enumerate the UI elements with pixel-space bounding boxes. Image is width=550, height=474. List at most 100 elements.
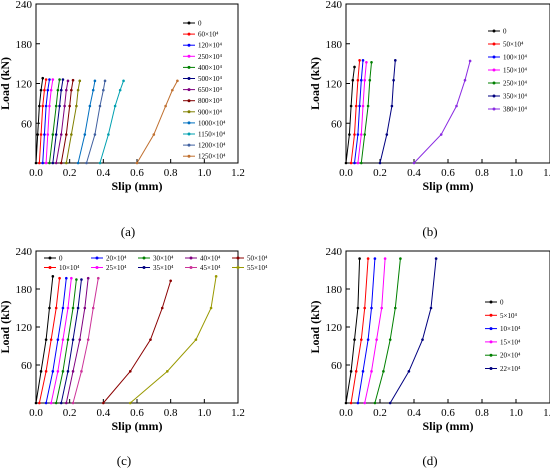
data-point bbox=[160, 306, 164, 310]
data-point bbox=[128, 370, 132, 373]
data-point bbox=[434, 257, 438, 260]
data-point bbox=[91, 306, 95, 310]
data-point bbox=[356, 78, 360, 82]
panel-label: (b) bbox=[422, 224, 437, 239]
data-point bbox=[83, 133, 87, 136]
chart-panel-b: 0.0 0.2 0.4 0.6 0.8 1.0 1.2 60 120 180 240 Slip (mm… bbox=[308, 0, 550, 239]
data-point bbox=[93, 133, 97, 136]
data-point bbox=[54, 104, 58, 108]
legend-marker bbox=[489, 340, 493, 344]
legend-marker bbox=[187, 43, 191, 47]
data-point bbox=[59, 133, 63, 136]
legend-item: 900×10⁴ bbox=[183, 108, 222, 116]
data-point bbox=[360, 133, 363, 136]
data-point bbox=[39, 370, 43, 373]
x-tick-label: 0.6 bbox=[130, 167, 144, 179]
data-point bbox=[102, 88, 105, 92]
y-axis-label: Load (kN) bbox=[0, 57, 12, 110]
legend-item: 10×10⁴ bbox=[44, 264, 80, 272]
x-tick-label: 0.6 bbox=[441, 407, 455, 419]
data-point bbox=[48, 78, 51, 81]
data-point bbox=[360, 78, 363, 82]
legend-item: 650×10⁴ bbox=[183, 86, 222, 94]
data-point bbox=[118, 88, 122, 92]
data-point bbox=[358, 104, 361, 108]
data-point bbox=[39, 133, 43, 136]
data-point bbox=[429, 306, 433, 310]
series-9 bbox=[65, 79, 82, 165]
data-point bbox=[54, 161, 58, 165]
legend-label: 25×10⁴ bbox=[106, 264, 127, 272]
legend-marker bbox=[492, 55, 496, 59]
x-tick-label: 0.0 bbox=[29, 407, 43, 419]
series-2 bbox=[349, 59, 361, 165]
data-point bbox=[71, 370, 75, 373]
legend-marker bbox=[48, 256, 52, 260]
data-point bbox=[439, 133, 443, 136]
data-point bbox=[348, 133, 351, 136]
legend-label: 1250×10⁴ bbox=[198, 153, 226, 161]
legend-item: 0 bbox=[485, 299, 504, 307]
legend-label: 1000×10⁴ bbox=[198, 119, 226, 127]
data-point bbox=[370, 61, 373, 64]
legend-item: 50×10⁴ bbox=[232, 255, 268, 263]
chart-panel-d: 0.0 0.2 0.4 0.6 0.8 1.0 1.2 60 120 180 240 Slip (mm… bbox=[308, 246, 550, 468]
y-tick-label: 60 bbox=[21, 118, 33, 130]
data-point bbox=[78, 79, 82, 83]
legend-marker bbox=[187, 99, 191, 103]
y-tick-label: 180 bbox=[326, 284, 343, 296]
data-point bbox=[56, 370, 60, 373]
y-tick-label: 120 bbox=[16, 322, 33, 334]
data-point bbox=[88, 104, 92, 108]
data-point bbox=[421, 338, 424, 341]
legend-label: 22×10⁴ bbox=[500, 365, 521, 373]
data-point bbox=[41, 161, 45, 165]
series-6 bbox=[51, 78, 65, 165]
data-point bbox=[363, 78, 367, 82]
data-point bbox=[51, 78, 55, 81]
y-tick-label: 180 bbox=[326, 39, 343, 51]
legend-item: 55×10⁴ bbox=[232, 264, 268, 272]
data-point bbox=[356, 133, 360, 136]
data-point bbox=[56, 88, 60, 92]
x-tick-label: 0.6 bbox=[441, 167, 455, 179]
data-point bbox=[412, 161, 416, 165]
legend-item: 60×10⁴ bbox=[183, 31, 219, 39]
series-13 bbox=[135, 79, 179, 165]
legend-marker bbox=[489, 313, 493, 317]
series-1 bbox=[34, 76, 45, 165]
series-7 bbox=[65, 276, 90, 405]
legend-marker bbox=[189, 266, 193, 269]
legend-item: 100×10⁴ bbox=[488, 54, 527, 62]
data-point bbox=[388, 338, 392, 341]
data-point bbox=[353, 161, 356, 165]
data-point bbox=[49, 338, 53, 341]
legend-marker bbox=[236, 266, 240, 269]
legend-label: 55×10⁴ bbox=[247, 264, 268, 272]
legend-label: 15×10⁴ bbox=[500, 338, 521, 346]
data-point bbox=[360, 161, 363, 165]
legend-item: 0 bbox=[488, 28, 507, 36]
series-3 bbox=[41, 78, 51, 165]
data-point bbox=[51, 370, 55, 373]
x-tick-label: 0.8 bbox=[164, 407, 178, 419]
series-7 bbox=[54, 79, 70, 165]
legend-marker bbox=[492, 81, 496, 85]
data-point bbox=[375, 338, 378, 341]
data-point bbox=[344, 401, 348, 405]
data-point bbox=[455, 104, 458, 108]
data-point bbox=[66, 79, 70, 83]
plot-frame bbox=[35, 3, 239, 164]
series-line bbox=[77, 80, 96, 164]
legend-item: 15×10⁴ bbox=[485, 338, 521, 346]
data-point bbox=[44, 338, 48, 341]
data-point bbox=[80, 278, 83, 281]
legend-item: 25×10⁴ bbox=[91, 264, 127, 272]
data-point bbox=[356, 306, 360, 310]
data-point bbox=[378, 161, 382, 165]
data-point bbox=[58, 78, 61, 81]
series-2 bbox=[349, 257, 370, 405]
legend-marker bbox=[492, 107, 496, 111]
legend-label: 250×10⁴ bbox=[503, 80, 527, 88]
